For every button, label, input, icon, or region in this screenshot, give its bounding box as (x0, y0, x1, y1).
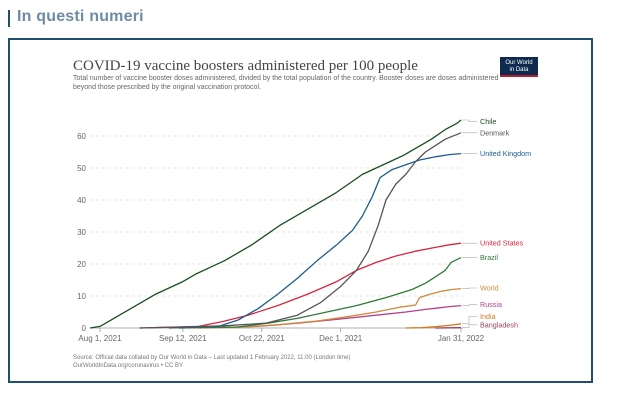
source-line-2[interactable]: OurWorldInData.org/coronavirus • CC BY (73, 363, 184, 369)
label-layer: Chile Denmark United Kingdom United States B… (462, 117, 531, 329)
series-layer (89, 119, 462, 329)
series-line-world (178, 287, 462, 329)
x-tick-label: Sep 12, 2021 (159, 334, 207, 343)
logo-line-2: in Data (509, 66, 529, 73)
x-tick-label: Oct 22, 2021 (239, 334, 285, 343)
y-tick-label: 40 (77, 196, 86, 205)
y-tick-label: 30 (77, 228, 86, 237)
source-note: Source: Official data collated by Our Wo… (73, 354, 351, 370)
x-tick-label: Jan 31, 2022 (438, 334, 485, 343)
series-label-russia: Russia (480, 300, 502, 309)
series-line-india (405, 323, 462, 329)
x-tick-label: Aug 1, 2021 (78, 334, 122, 343)
chart-frame: COVID-19 vaccine boosters administered p… (8, 38, 593, 383)
series-label-united-kingdom: United Kingdom (480, 149, 531, 158)
series-line-denmark (139, 132, 462, 329)
series-label-india: India (480, 312, 496, 321)
y-tick-label: 0 (82, 324, 87, 333)
label-leader (462, 316, 477, 325)
label-leader (462, 119, 477, 122)
y-tick-label: 60 (77, 132, 86, 141)
label-leader (462, 287, 477, 289)
line-chart: 0 10 20 30 40 50 60 Aug 1, 2021 Sep 12, 2021 Oct … (77, 117, 531, 343)
series-line-chile (89, 119, 462, 329)
axis-layer: 0 10 20 30 40 50 60 Aug 1, 2021 Sep 12, 2021 Oct … (77, 132, 485, 343)
series-label-world: World (480, 284, 499, 293)
section-title: In questi numeri (17, 8, 144, 25)
series-line-brazil (178, 257, 462, 329)
y-tick-label: 50 (77, 164, 86, 173)
series-label-united-states: United States (480, 239, 524, 248)
label-leader (462, 304, 477, 306)
series-label-bangladesh: Bangladesh (480, 320, 518, 329)
series-label-brazil: Brazil (480, 253, 498, 262)
source-line-1: Source: Official data collated by Our Wo… (73, 355, 351, 361)
chart-subtitle: Total number of vaccine booster doses ad… (73, 75, 499, 91)
logo-line-1: Our World (505, 60, 533, 66)
x-tick-label: Dec 1, 2021 (319, 334, 363, 343)
grid-layer (90, 135, 463, 297)
owid-logo[interactable]: Our World in Data (500, 57, 538, 77)
series-line-united-states (139, 242, 462, 329)
y-tick-label: 20 (77, 260, 86, 269)
series-label-denmark: Denmark (480, 128, 510, 137)
y-tick-label: 10 (77, 292, 86, 301)
series-label-chile: Chile (480, 117, 496, 126)
label-leader (462, 324, 477, 328)
section-accent-bar (8, 10, 10, 27)
chart-title: COVID-19 vaccine boosters administered p… (73, 58, 418, 74)
series-line-united-kingdom (168, 152, 462, 329)
